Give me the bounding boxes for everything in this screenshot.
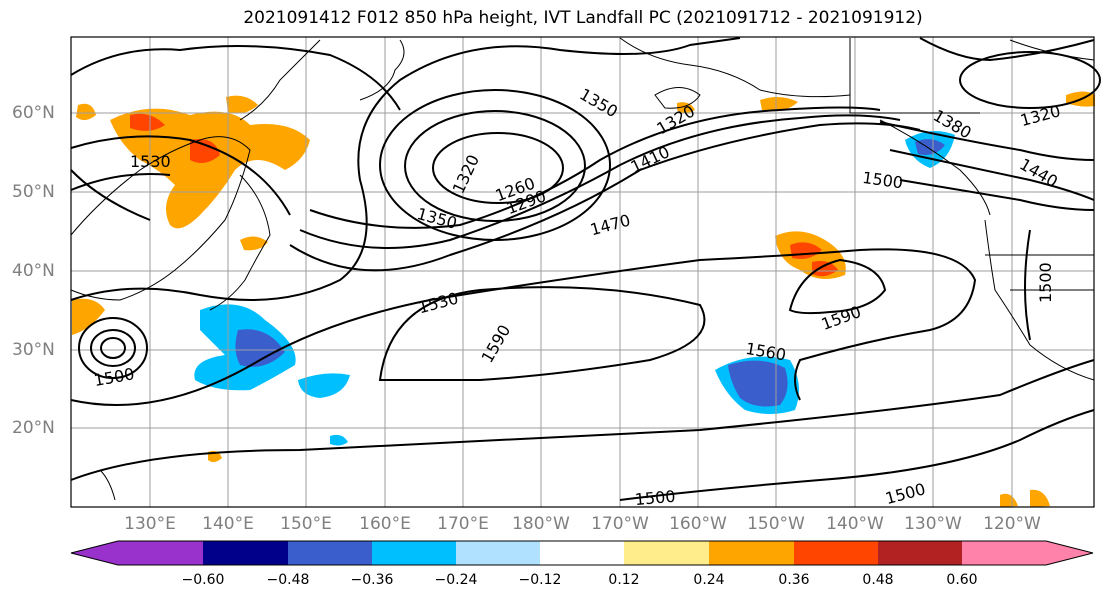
- colorbar-tick: −0.12: [518, 572, 562, 588]
- map-title: 2021091412 F012 850 hPa height, IVT Land…: [243, 8, 923, 28]
- lon-label: 140°E: [202, 514, 254, 534]
- height-contours: [70, 37, 1101, 501]
- colorbar-tick: −0.48: [266, 572, 310, 588]
- colorbar-segment: [288, 541, 372, 565]
- colorbar-tick: 0.60: [946, 572, 978, 588]
- colorbar-segment: [1046, 541, 1093, 565]
- lon-label: 130°E: [124, 514, 176, 534]
- colorbar-segment: [71, 541, 118, 565]
- lon-label: 160°W: [669, 514, 727, 534]
- colorbar-tick: −0.60: [181, 572, 225, 588]
- colorbar-segment: [456, 541, 540, 565]
- lon-label: 150°E: [280, 514, 332, 534]
- map-frame: [70, 36, 1095, 508]
- colorbar-segment: [878, 541, 962, 565]
- colorbar-segment: [118, 541, 203, 565]
- contour-label: 1530: [130, 152, 171, 171]
- lon-label: 120°W: [983, 514, 1041, 534]
- contour-label: 1500: [1036, 262, 1055, 303]
- lon-label: 170°E: [437, 514, 489, 534]
- lat-label: 60°N: [12, 103, 55, 123]
- colorbar-tick: 0.36: [778, 572, 810, 588]
- colorbar-segment: [624, 541, 709, 565]
- grid-lines: [71, 37, 1094, 507]
- lon-label: 140°W: [826, 514, 884, 534]
- colorbar-tick: −0.36: [350, 572, 394, 588]
- ivt-negative-shading: [194, 131, 955, 446]
- lon-label: 160°E: [359, 514, 411, 534]
- colorbar-tick: 0.12: [608, 572, 640, 588]
- lon-label: 170°W: [591, 514, 649, 534]
- lat-label: 30°N: [12, 340, 55, 360]
- colorbar-segment: [540, 541, 624, 565]
- colorbar-tick: −0.24: [434, 572, 478, 588]
- colorbar-tick: 0.24: [693, 572, 725, 588]
- colorbar-tick: 0.48: [862, 572, 894, 588]
- lon-label: 130°W: [904, 514, 962, 534]
- colorbar-outline: [70, 540, 1094, 566]
- lon-label: 150°W: [747, 514, 805, 534]
- colorbar-segment: [372, 541, 456, 565]
- colorbar-segment: [203, 541, 288, 565]
- lat-label: 20°N: [12, 418, 55, 438]
- contour-label: 1500: [634, 487, 676, 509]
- colorbar-segment: [962, 541, 1046, 565]
- colorbar-segment: [794, 541, 878, 565]
- coastlines: [70, 37, 1095, 501]
- lat-label: 50°N: [12, 182, 55, 202]
- lon-label: 180°W: [512, 514, 570, 534]
- ivt-positive-shading: [72, 91, 1095, 507]
- colorbar-segment: [709, 541, 794, 565]
- lat-label: 40°N: [12, 261, 55, 281]
